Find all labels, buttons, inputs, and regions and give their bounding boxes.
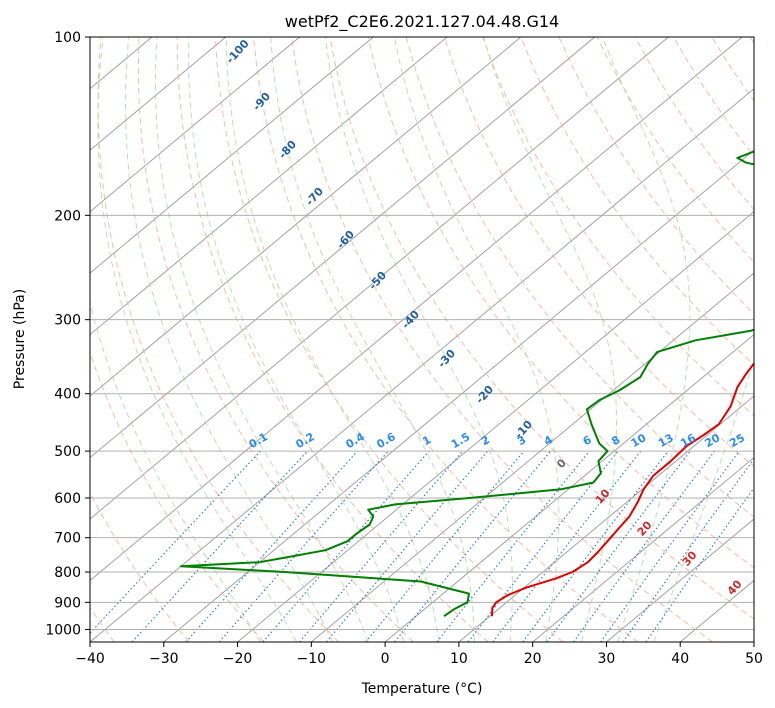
isotherm-line bbox=[90, 37, 300, 213]
moist-adiabat-line bbox=[97, 37, 298, 642]
moist-adiabat-line bbox=[90, 300, 261, 642]
dry-adiabat-line bbox=[291, 37, 713, 642]
dry-adiabat-line bbox=[558, 37, 754, 315]
mixing-ratio-line bbox=[365, 450, 525, 642]
mixing-ratio-line bbox=[645, 487, 754, 642]
isotherm-line bbox=[90, 37, 448, 336]
isotherm-line bbox=[606, 518, 754, 642]
dry-adiabat-line bbox=[90, 491, 190, 642]
isotherm-line bbox=[90, 37, 669, 520]
mixing-ratio-line bbox=[546, 450, 691, 642]
y-tick-label: 800 bbox=[54, 565, 81, 581]
x-tick-label: 40 bbox=[671, 651, 689, 667]
x-tick-label: 10 bbox=[450, 651, 468, 667]
mixing-ratio-line bbox=[218, 450, 389, 642]
moist-adiabat-line bbox=[270, 37, 475, 642]
series-layer bbox=[180, 150, 754, 618]
y-tick-label: 400 bbox=[54, 387, 81, 403]
mixing-ratio-line bbox=[622, 458, 754, 642]
y-tick-label: 900 bbox=[54, 595, 81, 611]
y-tick-label: 600 bbox=[54, 491, 81, 507]
mixing-ratio-line bbox=[131, 450, 308, 642]
x-axis-title: Temperature (°C) bbox=[361, 681, 483, 697]
dry-adiabat-line bbox=[444, 37, 754, 467]
dry-adiabat-line bbox=[176, 37, 489, 642]
mixing-ratio-line bbox=[90, 450, 261, 634]
x-tick-label: 50 bbox=[745, 651, 763, 667]
y-axis-title: Pressure (hPa) bbox=[12, 289, 28, 389]
y-tick-label: 200 bbox=[54, 208, 81, 224]
dry-adiabat-line bbox=[90, 350, 265, 642]
isotherm-line bbox=[90, 37, 522, 397]
moist-adiabat-line bbox=[393, 37, 560, 642]
chart-title: wetPf2_C2E6.2021.127.04.48.G14 bbox=[285, 12, 559, 32]
mixing-ratio-line bbox=[600, 450, 740, 642]
x-tick-label: −10 bbox=[297, 651, 327, 667]
mixing-ratio-line bbox=[185, 450, 358, 642]
y-tick-label: 1000 bbox=[45, 622, 81, 638]
isotherm-line bbox=[90, 37, 227, 151]
dewpoint-profile-line bbox=[180, 150, 754, 618]
isotherm-line bbox=[90, 37, 743, 582]
isotherm-line bbox=[237, 211, 754, 642]
dry-adiabat-line bbox=[367, 37, 754, 569]
mixing-ratio-line bbox=[522, 450, 669, 642]
dry-adiabat-line bbox=[137, 37, 414, 642]
plot-frame bbox=[89, 36, 755, 643]
mixing-ratio-lines bbox=[90, 450, 754, 642]
x-tick-label: −40 bbox=[75, 651, 105, 667]
mixing-ratio-line bbox=[573, 450, 716, 642]
moist-adiabat-line bbox=[154, 37, 369, 642]
x-tick-label: 20 bbox=[524, 651, 542, 667]
moist-adiabat-line bbox=[188, 37, 405, 642]
x-tick-label: −30 bbox=[149, 651, 179, 667]
dry-adiabat-line bbox=[520, 37, 754, 366]
y-tick-label: 300 bbox=[54, 313, 81, 329]
dry-adiabat-line bbox=[329, 37, 754, 620]
isotherm-line bbox=[90, 88, 754, 642]
isotherm-line bbox=[384, 333, 754, 642]
y-tick-label: 500 bbox=[54, 444, 81, 460]
x-axis: −40 −30 −20 −10 0 10 20 30 40 50 bbox=[75, 642, 763, 667]
dry-adiabat-line bbox=[482, 37, 754, 417]
moist-adiabat-line bbox=[601, 37, 691, 642]
y-axis: 100 200 300 400 500 600 700 800 900 1000 bbox=[45, 30, 90, 638]
x-tick-label: 0 bbox=[381, 651, 390, 667]
isotherm-line bbox=[90, 37, 595, 459]
isotherm-line bbox=[532, 456, 754, 642]
y-tick-label: 100 bbox=[54, 30, 81, 46]
background-lines bbox=[90, 37, 754, 642]
mixing-ratio-line bbox=[436, 450, 590, 642]
mixing-ratio-line bbox=[325, 450, 489, 642]
y-tick-label: 700 bbox=[54, 531, 81, 547]
pressure-gridlines bbox=[90, 36, 754, 630]
moist-adiabat-line bbox=[324, 37, 513, 642]
dry-adiabat-line bbox=[214, 37, 564, 642]
moist-adiabat-line bbox=[653, 357, 754, 642]
isotherm-line bbox=[90, 37, 374, 274]
moist-adiabat-line bbox=[483, 37, 618, 642]
isotherm-line bbox=[458, 395, 754, 642]
dry-adiabat-line bbox=[253, 37, 639, 642]
x-tick-label: −20 bbox=[223, 651, 253, 667]
moist-adiabat-line bbox=[225, 37, 440, 642]
temperature-profile-line bbox=[491, 361, 754, 617]
dry-adiabat-line bbox=[405, 37, 754, 518]
x-tick-label: 30 bbox=[598, 651, 616, 667]
mixing-ratio-line bbox=[394, 450, 552, 642]
isotherm-line bbox=[163, 149, 754, 642]
